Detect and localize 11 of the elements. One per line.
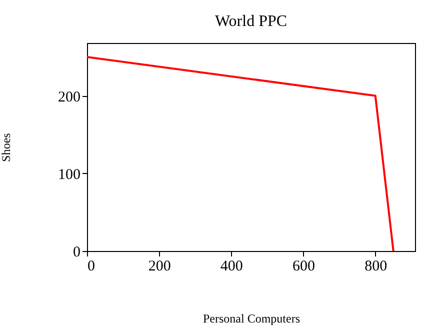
y-tick-label: 200 [58,89,80,106]
y-tick-label: 0 [73,244,80,260]
x-axis-title: Personal Computers [203,312,300,326]
chart-title: World PPC [214,13,288,30]
x-tick-label: 200 [148,258,171,274]
y-tick-label: 100 [58,166,80,183]
x-tick-label: 0 [88,258,95,274]
x-tick-label: 600 [292,258,316,274]
y-axis-title: Shoes [0,132,13,162]
x-tick-label: 400 [220,258,243,274]
x-tick-label: 800 [364,258,388,274]
